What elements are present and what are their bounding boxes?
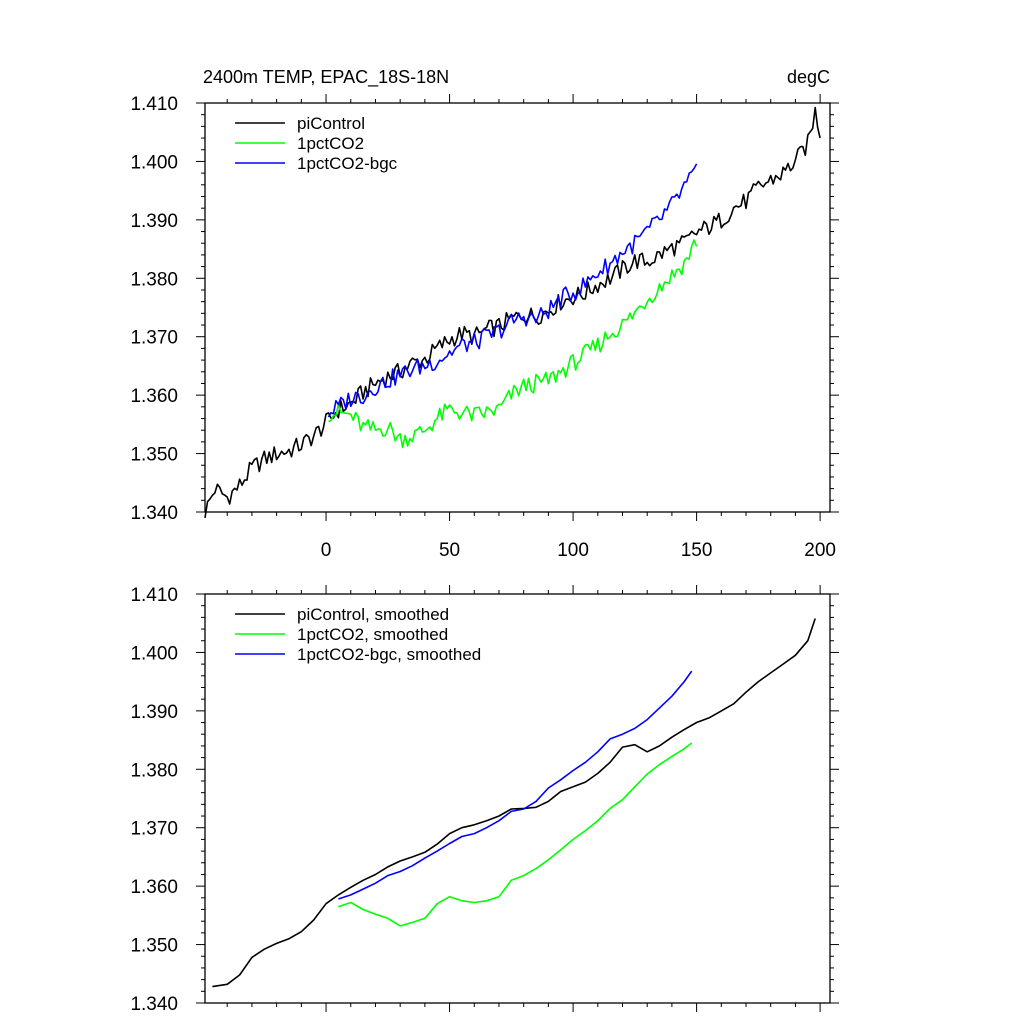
y-tick-label: 1.360 bbox=[130, 386, 178, 407]
top-panel: 2400m TEMP, EPAC_18S-18N degC 0 50 100 150 2… bbox=[130, 67, 839, 561]
series-line-1pctco2-bgc-smoothed bbox=[338, 670, 693, 900]
y-tick-label: 1.400 bbox=[130, 643, 178, 664]
x-tick-label: 200 bbox=[804, 540, 836, 561]
series-line-1pctco2-bgc bbox=[327, 163, 698, 418]
y-tick-label: 1.390 bbox=[130, 702, 178, 723]
series-line-picontrol bbox=[204, 106, 821, 519]
plot-frame bbox=[204, 102, 831, 513]
x-tick-label: 50 bbox=[439, 540, 460, 561]
y-tick-label: 1.390 bbox=[130, 211, 178, 232]
legend-label: 1pctCO2 bbox=[297, 134, 364, 153]
bottom-panel: 1.340 1.350 1.360 1.370 1.380 1.390 1.400 1.410… bbox=[130, 585, 839, 1015]
y-tick-label: 1.350 bbox=[130, 936, 178, 957]
y-tick-label: 1.340 bbox=[130, 503, 178, 524]
legend-label: piControl, smoothed bbox=[297, 605, 449, 624]
y-tick-label: 1.350 bbox=[130, 445, 178, 466]
x-tick-label: 0 bbox=[321, 540, 332, 561]
y-tick-label: 1.380 bbox=[130, 760, 178, 781]
y-tick-label: 1.370 bbox=[130, 328, 178, 349]
legend-label: 1pctCO2, smoothed bbox=[297, 625, 448, 644]
series-line-picontrol-smoothed bbox=[212, 618, 816, 988]
y-tick-label: 1.340 bbox=[130, 994, 178, 1015]
series-line-1pctco2 bbox=[328, 239, 698, 449]
y-tick-label: 1.410 bbox=[130, 94, 178, 115]
y-tick-label: 1.360 bbox=[130, 877, 178, 898]
units-label: degC bbox=[787, 67, 830, 87]
y-tick-label: 1.380 bbox=[130, 269, 178, 290]
panel-title: 2400m TEMP, EPAC_18S-18N bbox=[203, 67, 449, 88]
y-tick-label: 1.400 bbox=[130, 152, 178, 173]
series-line-1pctco2-smoothed bbox=[338, 742, 693, 927]
legend-label: 1pctCO2-bgc, smoothed bbox=[297, 645, 481, 664]
legend-label: piControl bbox=[297, 114, 365, 133]
legend-label: 1pctCO2-bgc bbox=[297, 154, 398, 173]
x-tick-label: 150 bbox=[681, 540, 713, 561]
y-tick-label: 1.410 bbox=[130, 585, 178, 606]
plot-frame bbox=[204, 593, 831, 1004]
y-tick-label: 1.370 bbox=[130, 819, 178, 840]
x-tick-label: 100 bbox=[557, 540, 589, 561]
